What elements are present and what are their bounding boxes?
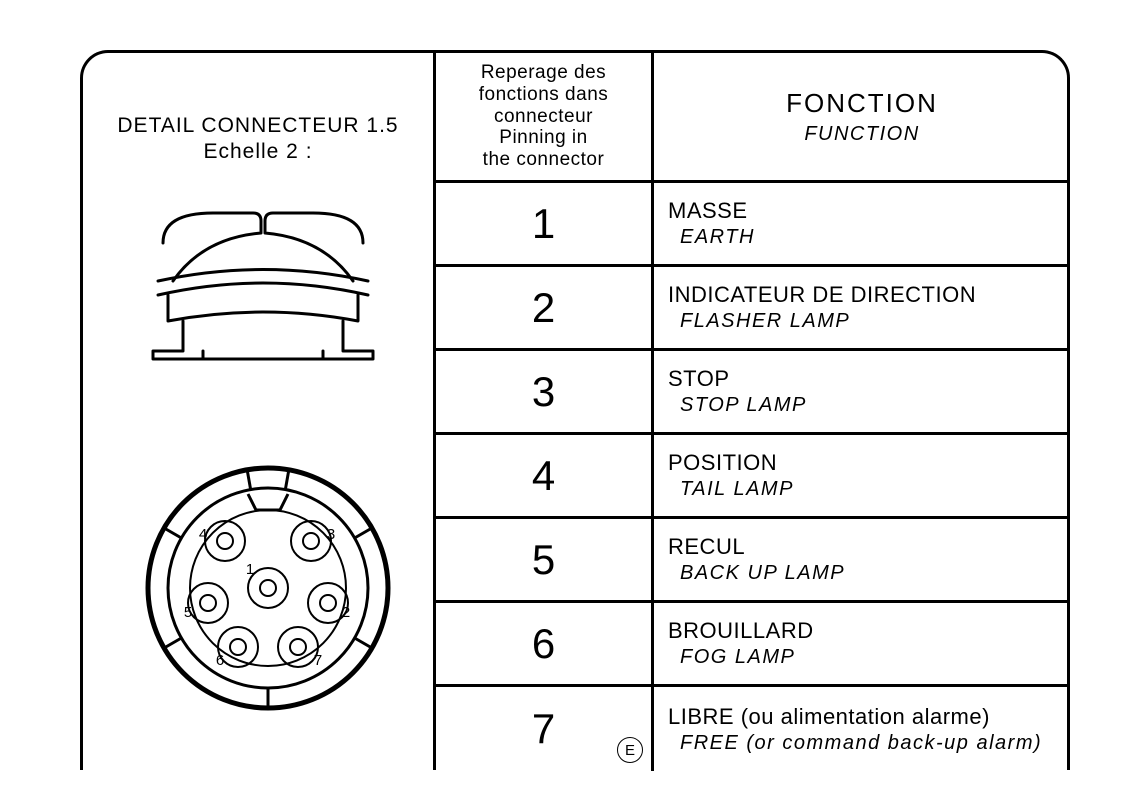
- pin-number-cell: 4: [436, 435, 654, 516]
- title-line-2: Echelle 2 :: [83, 139, 433, 165]
- function-cell: POSITIONTAIL LAMP: [654, 435, 1070, 516]
- function-label-fr: MASSE: [668, 198, 1070, 224]
- pin-number: 1: [532, 200, 555, 248]
- connector-title: DETAIL CONNECTEUR 1.5 Echelle 2 :: [83, 113, 433, 166]
- function-label-en: STOP LAMP: [668, 394, 1070, 417]
- function-label-en: FOG LAMP: [668, 646, 1070, 669]
- function-label-en: FREE (or command back-up alarm): [668, 732, 1070, 755]
- svg-text:5: 5: [184, 604, 192, 621]
- hdr-fn-en: FUNCTION: [804, 123, 919, 146]
- header-function: FONCTION FUNCTION: [654, 53, 1070, 180]
- table-row: 5 RECULBACK UP LAMP: [436, 519, 1070, 603]
- svg-text:6: 6: [216, 652, 224, 669]
- title-line-1: DETAIL CONNECTEUR 1.5: [83, 113, 433, 139]
- table-row: 3 STOPSTOP LAMP: [436, 351, 1070, 435]
- svg-text:3: 3: [327, 526, 335, 543]
- hdr-pin-en-2: the connector: [479, 149, 609, 171]
- hdr-pin-fr-2: fonctions dans: [479, 84, 609, 106]
- function-cell: RECULBACK UP LAMP: [654, 519, 1070, 600]
- function-label-en: EARTH: [668, 226, 1070, 249]
- function-label-fr: INDICATEUR DE DIRECTION: [668, 282, 1070, 308]
- pin-number: 4: [532, 452, 555, 500]
- pin-number-cell: 5: [436, 519, 654, 600]
- connector-face-view: 1 2 3 4 5 6 7: [143, 463, 393, 713]
- diagram-frame: DETAIL CONNECTEUR 1.5 Echelle 2 :: [80, 50, 1070, 770]
- function-cell: INDICATEUR DE DIRECTIONFLASHER LAMP: [654, 267, 1070, 348]
- header-pinning: Reperage des fonctions dans connecteur P…: [436, 53, 654, 180]
- table-row: 1 MASSEEARTH: [436, 183, 1070, 267]
- table-row: 6 BROUILLARDFOG LAMP: [436, 603, 1070, 687]
- svg-text:7: 7: [314, 652, 322, 669]
- pin-number: 3: [532, 368, 555, 416]
- function-cell: BROUILLARDFOG LAMP: [654, 603, 1070, 684]
- svg-text:2: 2: [342, 604, 350, 621]
- table-row: 2 INDICATEUR DE DIRECTIONFLASHER LAMP: [436, 267, 1070, 351]
- table-row: 7ELIBRE (ou alimentation alarme)FREE (or…: [436, 687, 1070, 771]
- connector-side-view: [143, 203, 383, 363]
- function-label-en: TAIL LAMP: [668, 478, 1070, 501]
- function-label-en: FLASHER LAMP: [668, 310, 1070, 333]
- pin-number-cell: 6: [436, 603, 654, 684]
- pin-number: 7: [532, 705, 555, 753]
- hdr-pin-fr-1: Reperage des: [479, 62, 609, 84]
- pin-number-cell: 1: [436, 183, 654, 264]
- pin-number-cell: 2: [436, 267, 654, 348]
- function-label-fr: STOP: [668, 366, 1070, 392]
- pin-number: 6: [532, 620, 555, 668]
- pin-number-cell: 7E: [436, 687, 654, 771]
- svg-text:4: 4: [199, 526, 207, 543]
- function-cell: MASSEEARTH: [654, 183, 1070, 264]
- hdr-pin-en-1: Pinning in: [479, 127, 609, 149]
- table-row: 4 POSITIONTAIL LAMP: [436, 435, 1070, 519]
- pin-number: 2: [532, 284, 555, 332]
- e-mark-icon: E: [617, 737, 643, 763]
- function-label-fr: BROUILLARD: [668, 618, 1070, 644]
- pin-number: 5: [532, 536, 555, 584]
- function-label-en: BACK UP LAMP: [668, 562, 1070, 585]
- svg-text:1: 1: [246, 561, 254, 578]
- function-cell: LIBRE (ou alimentation alarme)FREE (or c…: [654, 687, 1070, 771]
- hdr-pin-fr-3: connecteur: [479, 106, 609, 128]
- function-cell: STOPSTOP LAMP: [654, 351, 1070, 432]
- table-header-row: Reperage des fonctions dans connecteur P…: [436, 53, 1070, 183]
- hdr-fn-fr: FONCTION: [786, 88, 938, 119]
- left-column: DETAIL CONNECTEUR 1.5 Echelle 2 :: [83, 53, 433, 770]
- function-label-fr: POSITION: [668, 450, 1070, 476]
- pin-number-cell: 3: [436, 351, 654, 432]
- function-label-fr: LIBRE (ou alimentation alarme): [668, 704, 1070, 730]
- pin-function-table: Reperage des fonctions dans connecteur P…: [433, 53, 1070, 770]
- function-label-fr: RECUL: [668, 534, 1070, 560]
